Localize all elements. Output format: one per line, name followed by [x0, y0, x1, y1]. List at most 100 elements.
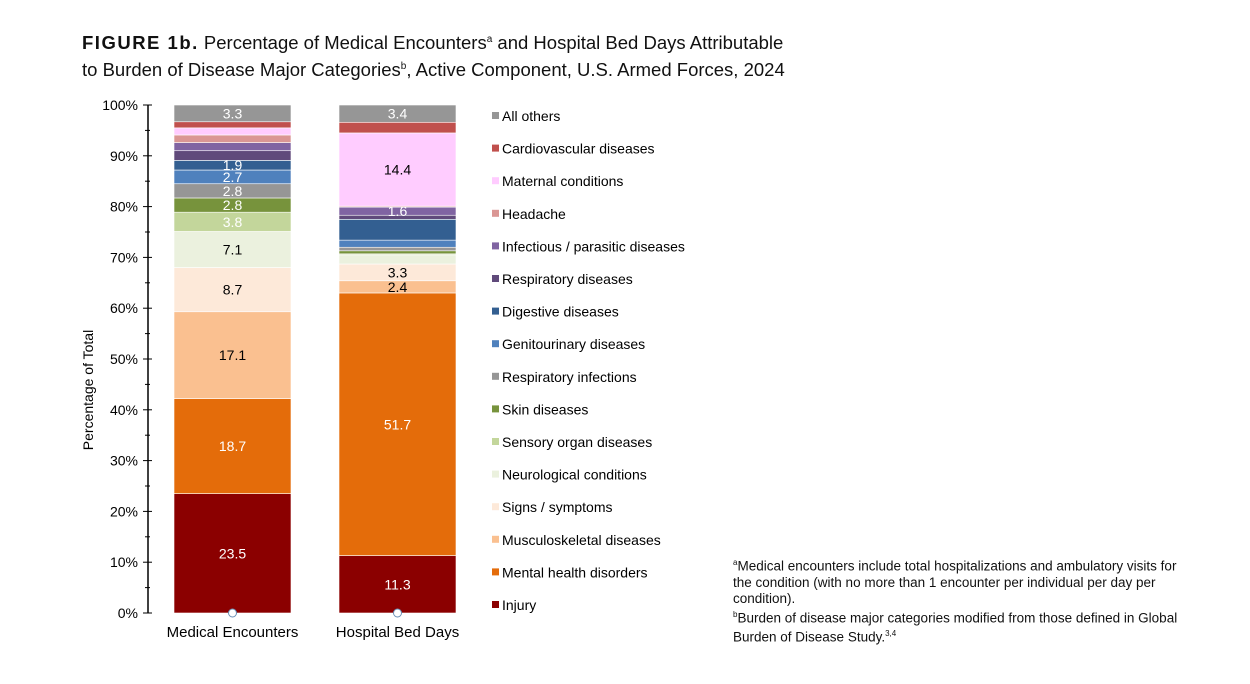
- title-part: , Active Component, U.S. Armed Forces, 2…: [406, 59, 785, 81]
- bar-segment: [338, 219, 457, 241]
- bar-segment: [338, 104, 457, 123]
- y-tick-label: 60%: [110, 300, 138, 316]
- legend-swatch: [492, 177, 499, 185]
- legend-label: Musculoskeletal diseases: [502, 532, 661, 548]
- data-label: 8.7: [223, 282, 243, 298]
- title-part: and Hospital Bed Days Attributable to Bu…: [82, 32, 784, 81]
- x-tick-label: Medical Encounters: [167, 624, 299, 641]
- footnotes: aMedical encounters include total hospit…: [733, 555, 1193, 646]
- data-label: 1.9: [223, 157, 243, 173]
- data-label: 18.7: [219, 438, 246, 454]
- data-label: 2.8: [223, 197, 243, 213]
- legend-swatch: [492, 438, 499, 445]
- data-label: 2.7: [223, 169, 243, 185]
- bar-segment: [338, 239, 457, 248]
- y-tick-label: 50%: [110, 351, 138, 367]
- y-tick-label: 0%: [118, 605, 138, 621]
- data-label: 11.3: [384, 576, 410, 592]
- data-label: 23.5: [219, 545, 246, 561]
- footnote-mark: a: [733, 558, 738, 567]
- legend-swatch: [492, 535, 499, 543]
- bar-segment: [173, 142, 292, 152]
- footnote-text: Medical encounters include total hospita…: [733, 558, 1177, 606]
- legend-swatch: [492, 405, 499, 413]
- bar-segment: [173, 134, 292, 143]
- bar-segment: [338, 250, 457, 255]
- legend-swatch: [492, 242, 499, 250]
- legend-swatch: [492, 601, 499, 608]
- title-sup: a: [486, 34, 493, 45]
- y-tick-label: 90%: [110, 148, 138, 164]
- bar-base-marker: [393, 608, 402, 618]
- legend-label: Respiratory diseases: [502, 271, 633, 287]
- y-tick-label: 80%: [110, 199, 138, 215]
- footnote-mark: b: [733, 609, 738, 619]
- legend-label: Maternal conditions: [502, 173, 623, 189]
- bar-segment: [173, 104, 292, 123]
- data-label: 7.1: [223, 242, 243, 258]
- legend-label: Cardiovascular diseases: [502, 141, 655, 157]
- legend-label: All others: [502, 108, 560, 124]
- legend-label: Mental health disorders: [502, 564, 648, 580]
- y-tick-label: 30%: [110, 453, 138, 469]
- bar-segment: [338, 121, 457, 134]
- x-tick-label: Hospital Bed Days: [336, 624, 459, 641]
- legend-label: Genitourinary diseases: [502, 336, 645, 352]
- figure-number: FIGURE 1b.: [82, 32, 199, 54]
- legend-swatch: [492, 209, 499, 217]
- data-label: 2.8: [223, 183, 243, 199]
- y-axis-label: Percentage of Total: [80, 330, 96, 450]
- title-sup: b: [400, 61, 407, 73]
- legend-label: Sensory organ diseases: [502, 434, 652, 450]
- title-part: Percentage of Medical Encounters: [203, 32, 487, 54]
- data-label: 3.3: [388, 264, 408, 280]
- legend-swatch: [492, 503, 499, 511]
- footnote-text: Burden of disease major categories modif…: [733, 610, 1178, 645]
- legend-swatch: [492, 112, 499, 119]
- legend-swatch: [492, 144, 499, 152]
- legend-swatch: [492, 568, 499, 576]
- legend-label: Digestive diseases: [502, 304, 619, 320]
- y-tick-label: 100%: [102, 97, 138, 113]
- legend-label: Headache: [502, 206, 566, 222]
- bar-base-marker: [228, 608, 237, 618]
- data-label: 17.1: [219, 347, 246, 363]
- bar-segment: [173, 398, 292, 494]
- bar-segment: [338, 246, 457, 252]
- legend-label: Injury: [502, 597, 536, 613]
- data-label: 3.3: [223, 105, 243, 121]
- data-label: 2.4: [388, 279, 408, 295]
- bar-segment: [338, 292, 457, 556]
- legend-swatch: [492, 470, 499, 478]
- bar-segment: [173, 127, 292, 136]
- y-tick-label: 20%: [110, 503, 138, 519]
- bar-segment: [173, 311, 292, 399]
- footnote-b: bBurden of disease major categories modi…: [733, 607, 1193, 646]
- y-tick-label: 40%: [110, 402, 138, 418]
- legend-swatch: [492, 372, 499, 380]
- data-label: 14.4: [384, 162, 411, 178]
- legend-swatch: [492, 275, 499, 282]
- bar-segment: [338, 555, 457, 614]
- bar-segment: [338, 254, 457, 265]
- bar-segment: [173, 267, 292, 313]
- footnote-ref: 3,4: [885, 629, 897, 638]
- legend-label: Signs / symptoms: [502, 499, 612, 515]
- legend-label: Neurological conditions: [502, 467, 647, 483]
- y-tick-label: 70%: [110, 249, 138, 265]
- y-tick-label: 10%: [110, 554, 138, 570]
- bar-segment: [173, 493, 292, 614]
- legend-label: Skin diseases: [502, 401, 588, 417]
- data-label: 3.8: [223, 214, 243, 230]
- legend-label: Respiratory infections: [502, 369, 637, 385]
- chart-title: FIGURE 1b. Percentage of Medical Encount…: [82, 28, 802, 82]
- footnote-a: aMedical encounters include total hospit…: [733, 555, 1193, 607]
- bar-segment: [173, 150, 292, 161]
- bar-segment: [338, 132, 457, 207]
- legend-label: Infectious / parasitic diseases: [502, 238, 685, 254]
- data-label: 3.4: [388, 106, 408, 122]
- legend-swatch: [492, 340, 499, 348]
- bar-segment: [173, 121, 292, 129]
